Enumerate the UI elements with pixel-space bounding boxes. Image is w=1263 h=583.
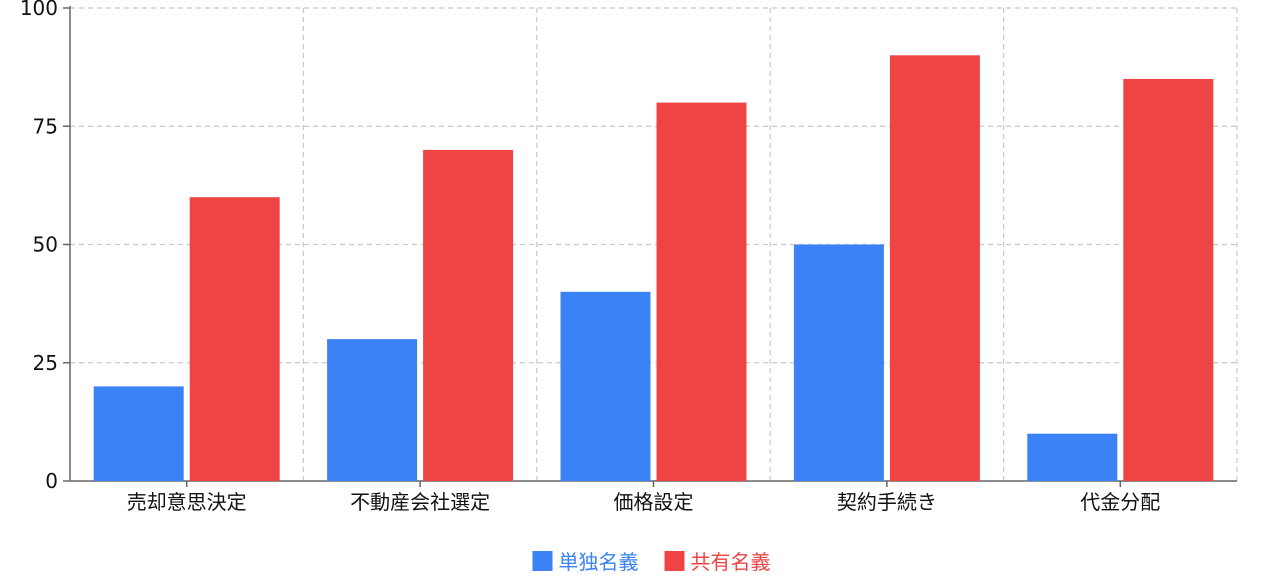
bar-series-1[interactable] [93,386,184,481]
x-tick-label: 売却意思決定 [127,490,247,514]
x-tick-label: 不動産会社選定 [350,490,490,514]
bar-series-2[interactable] [889,55,980,482]
legend-swatch [664,551,685,571]
y-tick-label: 0 [45,469,58,493]
bar-series-1[interactable] [793,244,884,482]
y-tick-label: 75 [33,114,58,138]
bars [93,55,1214,482]
bar-series-1[interactable] [560,291,651,481]
tick-labels: 0 25 50 75 100 売却意思決定 不動産会社選定 価格設定 契約手続き 代金分配 [20,0,1160,514]
x-tick-label: 価格設定 [614,490,694,514]
legend-swatch [532,551,553,571]
y-tick-label: 25 [33,351,58,375]
x-tick-label: 契約手続き [837,490,937,514]
bar-series-2[interactable] [656,102,747,481]
bar-series-2[interactable] [423,149,514,481]
legend-item-2[interactable]: 共有名義 [664,550,771,574]
y-tick-label: 100 [20,0,58,20]
legend-label: 単独名義 [559,550,639,574]
x-tick-label: 代金分配 [1080,490,1160,514]
bar-series-1[interactable] [1027,433,1118,481]
grid-lines [70,7,1238,481]
legend[interactable]: 単独名義 共有名義 [532,550,771,574]
legend-item-1[interactable]: 単独名義 [532,550,639,574]
bar-series-2[interactable] [1123,78,1214,481]
bar-series-1[interactable] [327,339,418,481]
legend-label: 共有名義 [691,550,771,574]
bar-series-2[interactable] [189,197,280,481]
y-tick-label: 50 [33,233,58,257]
